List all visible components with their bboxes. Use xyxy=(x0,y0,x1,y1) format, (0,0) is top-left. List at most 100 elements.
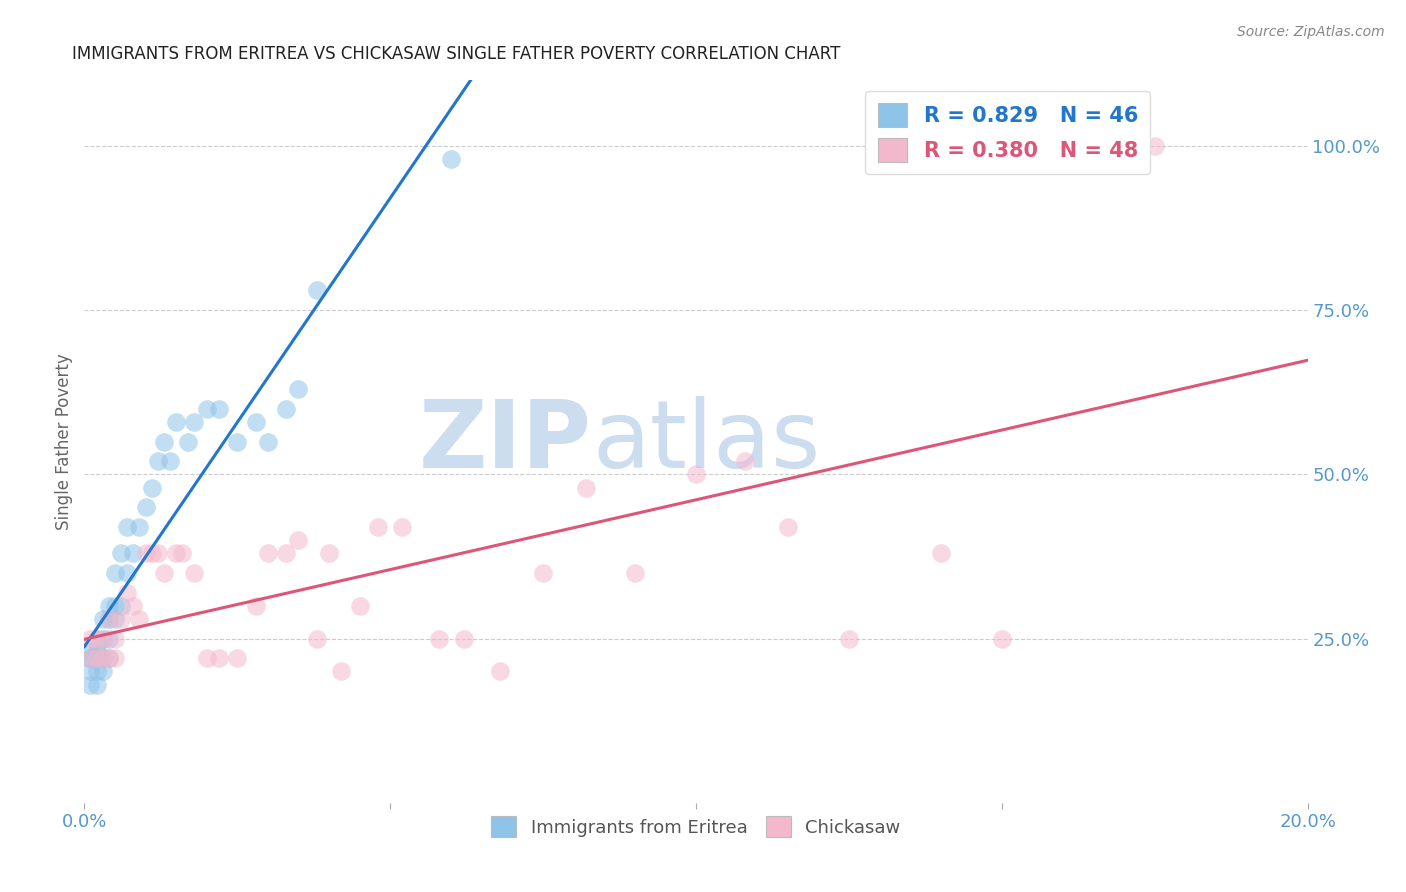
Point xyxy=(172,546,194,560)
Point xyxy=(153,566,176,580)
Point xyxy=(104,566,127,580)
Point xyxy=(838,632,860,646)
Point xyxy=(276,546,298,560)
Point xyxy=(305,284,328,298)
Point xyxy=(427,632,450,646)
Text: ZIP: ZIP xyxy=(419,395,592,488)
Point xyxy=(991,632,1014,646)
Point xyxy=(86,651,108,665)
Point xyxy=(135,500,157,515)
Point xyxy=(91,651,114,665)
Point xyxy=(79,651,101,665)
Point xyxy=(165,546,187,560)
Point xyxy=(453,632,475,646)
Y-axis label: Single Father Poverty: Single Father Poverty xyxy=(55,353,73,530)
Point xyxy=(79,651,101,665)
Point xyxy=(91,651,114,665)
Point xyxy=(287,382,309,396)
Point xyxy=(195,651,218,665)
Point xyxy=(287,533,309,547)
Point xyxy=(685,467,707,482)
Point xyxy=(367,520,389,534)
Point xyxy=(1143,139,1166,153)
Point xyxy=(141,546,163,560)
Point xyxy=(624,566,647,580)
Point xyxy=(159,454,181,468)
Point xyxy=(91,665,114,679)
Point xyxy=(531,566,554,580)
Point xyxy=(146,454,169,468)
Point xyxy=(440,152,463,166)
Point xyxy=(226,434,249,449)
Point xyxy=(122,599,145,613)
Point xyxy=(183,415,205,429)
Point xyxy=(226,651,249,665)
Point xyxy=(208,401,231,416)
Text: Source: ZipAtlas.com: Source: ZipAtlas.com xyxy=(1237,25,1385,39)
Point xyxy=(141,481,163,495)
Point xyxy=(128,612,150,626)
Point xyxy=(575,481,598,495)
Point xyxy=(183,566,205,580)
Point xyxy=(391,520,413,534)
Point xyxy=(104,651,127,665)
Point xyxy=(104,612,127,626)
Point xyxy=(115,520,138,534)
Point xyxy=(195,401,218,416)
Point xyxy=(318,546,340,560)
Point xyxy=(208,651,231,665)
Point xyxy=(91,651,114,665)
Point xyxy=(86,645,108,659)
Point xyxy=(276,401,298,416)
Point xyxy=(115,585,138,599)
Text: IMMIGRANTS FROM ERITREA VS CHICKASAW SINGLE FATHER POVERTY CORRELATION CHART: IMMIGRANTS FROM ERITREA VS CHICKASAW SIN… xyxy=(72,45,841,63)
Point xyxy=(79,645,101,659)
Point xyxy=(146,546,169,560)
Point xyxy=(115,566,138,580)
Point xyxy=(86,645,108,659)
Point xyxy=(110,599,132,613)
Point xyxy=(177,434,200,449)
Point xyxy=(97,599,120,613)
Point xyxy=(330,665,353,679)
Point xyxy=(97,651,120,665)
Point xyxy=(97,632,120,646)
Point xyxy=(97,612,120,626)
Point xyxy=(79,651,101,665)
Point xyxy=(110,546,132,560)
Point xyxy=(165,415,187,429)
Point xyxy=(776,520,799,534)
Point xyxy=(257,434,280,449)
Legend: Immigrants from Eritrea, Chickasaw: Immigrants from Eritrea, Chickasaw xyxy=(484,809,908,845)
Point xyxy=(135,546,157,560)
Point xyxy=(79,677,101,691)
Point xyxy=(349,599,371,613)
Point xyxy=(86,677,108,691)
Point xyxy=(734,454,756,468)
Point xyxy=(245,599,267,613)
Point xyxy=(91,612,114,626)
Point xyxy=(128,520,150,534)
Point xyxy=(86,651,108,665)
Point xyxy=(86,632,108,646)
Point xyxy=(110,612,132,626)
Point xyxy=(153,434,176,449)
Point xyxy=(104,599,127,613)
Point xyxy=(122,546,145,560)
Point xyxy=(489,665,512,679)
Point xyxy=(86,665,108,679)
Point xyxy=(97,651,120,665)
Point xyxy=(79,632,101,646)
Point xyxy=(91,632,114,646)
Point xyxy=(97,612,120,626)
Point xyxy=(245,415,267,429)
Point xyxy=(257,546,280,560)
Point xyxy=(91,632,114,646)
Point xyxy=(1052,139,1074,153)
Point xyxy=(929,546,952,560)
Point xyxy=(86,632,108,646)
Point xyxy=(305,632,328,646)
Point xyxy=(104,632,127,646)
Text: atlas: atlas xyxy=(592,395,820,488)
Point xyxy=(79,665,101,679)
